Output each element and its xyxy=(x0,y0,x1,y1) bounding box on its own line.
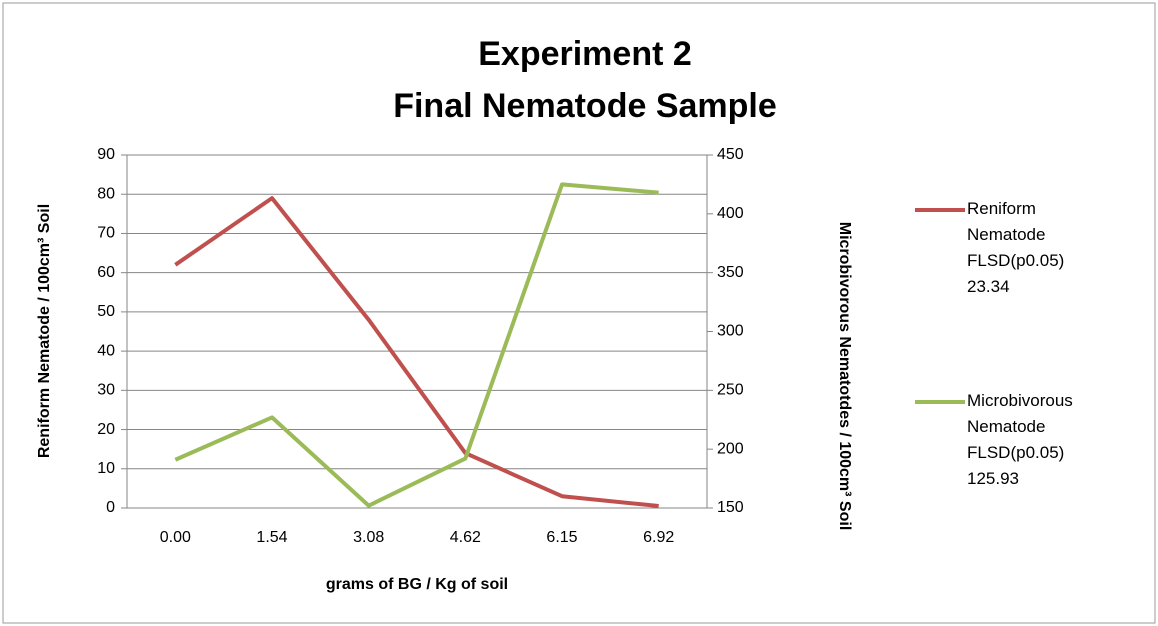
y2-tick-label: 350 xyxy=(717,264,744,281)
y2-tick-label: 150 xyxy=(717,499,744,516)
y2-axis-label: Microbivorous Nematotdes / 100cm³ Soil xyxy=(836,222,853,531)
y-tick-label: 90 xyxy=(97,146,115,163)
legend-label: Reniform Nematode FLSD(p0.05) 23.34 xyxy=(967,199,1065,296)
y2-tick-label: 450 xyxy=(717,146,744,163)
chart-title: Final Nematode Sample xyxy=(393,87,777,125)
series-line xyxy=(174,196,659,509)
y-tick-label: 80 xyxy=(97,185,115,202)
x-tick-label: 4.62 xyxy=(450,529,481,546)
y2-tick-label: 250 xyxy=(717,382,744,399)
y2-tick-label: 300 xyxy=(717,323,744,340)
legend-label: Microbivorous Nematode FLSD(p0.05) 125.9… xyxy=(967,391,1073,488)
chart-title: Experiment 2 xyxy=(478,35,692,73)
y-tick-label: 20 xyxy=(97,421,115,438)
x-tick-label: 6.15 xyxy=(546,529,577,546)
y-tick-label: 30 xyxy=(97,382,115,399)
y-tick-label: 0 xyxy=(106,499,115,516)
y2-tick-label: 400 xyxy=(717,205,744,222)
y-tick-label: 60 xyxy=(97,264,115,281)
x-tick-label: 6.92 xyxy=(643,529,674,546)
x-tick-label: 3.08 xyxy=(353,529,384,546)
series-line xyxy=(174,182,659,508)
y-axis-label: Reniform Nematode / 100cm³ Soil xyxy=(36,204,53,458)
x-axis-label: grams of BG / Kg of soil xyxy=(326,576,508,593)
x-tick-label: 0.00 xyxy=(160,529,191,546)
x-tick-label: 1.54 xyxy=(256,529,287,546)
y-tick-label: 10 xyxy=(97,460,115,477)
y-tick-label: 70 xyxy=(97,225,115,242)
y-tick-label: 40 xyxy=(97,342,115,359)
y-tick-label: 50 xyxy=(97,303,115,320)
y2-tick-label: 200 xyxy=(717,440,744,457)
